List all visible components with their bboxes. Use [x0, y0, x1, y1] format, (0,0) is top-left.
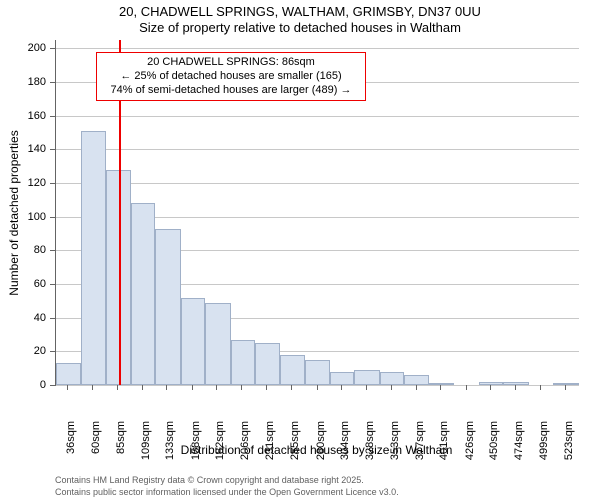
- bar: [354, 370, 380, 385]
- x-axis-label: Distribution of detached houses by size …: [181, 443, 453, 457]
- ytick-mark: [50, 318, 55, 319]
- ytick-label: 20: [0, 345, 46, 357]
- ytick-mark: [50, 149, 55, 150]
- y-axis-label: Number of detached properties: [7, 130, 21, 295]
- bar: [205, 303, 231, 385]
- bar: [56, 363, 81, 385]
- annotation-line2: ← 25% of detached houses are smaller (16…: [103, 70, 359, 84]
- xtick-label: 133sqm: [164, 421, 176, 471]
- annotation-line1: 20 CHADWELL SPRINGS: 86sqm: [103, 56, 359, 70]
- xtick-mark: [117, 385, 118, 390]
- credit-line1: Contains HM Land Registry data © Crown c…: [55, 475, 364, 485]
- xtick-mark: [317, 385, 318, 390]
- gridline: [56, 385, 579, 386]
- plot-area: 20 CHADWELL SPRINGS: 86sqm ← 25% of deta…: [55, 40, 579, 386]
- ytick-mark: [50, 351, 55, 352]
- xtick-label: 36sqm: [65, 421, 77, 471]
- xtick-mark: [216, 385, 217, 390]
- xtick-mark: [391, 385, 392, 390]
- chart-title-line1: 20, CHADWELL SPRINGS, WALTHAM, GRIMSBY, …: [0, 4, 600, 19]
- bar: [231, 340, 256, 385]
- gridline: [56, 149, 579, 150]
- bar: [553, 383, 579, 385]
- xtick-label: 85sqm: [115, 421, 127, 471]
- credit-line2: Contains public sector information licen…: [55, 487, 399, 497]
- xtick-mark: [490, 385, 491, 390]
- ytick-mark: [50, 250, 55, 251]
- bar: [280, 355, 306, 385]
- ytick-label: 200: [0, 42, 46, 54]
- xtick-mark: [266, 385, 267, 390]
- bar: [330, 372, 355, 385]
- xtick-mark: [166, 385, 167, 390]
- ytick-mark: [50, 183, 55, 184]
- xtick-mark: [192, 385, 193, 390]
- bar: [155, 229, 181, 386]
- xtick-label: 426sqm: [464, 421, 476, 471]
- bar: [181, 298, 206, 386]
- xtick-label: 60sqm: [90, 421, 102, 471]
- xtick-mark: [440, 385, 441, 390]
- ytick-mark: [50, 284, 55, 285]
- xtick-mark: [142, 385, 143, 390]
- ytick-label: 160: [0, 110, 46, 122]
- gridline: [56, 116, 579, 117]
- xtick-mark: [241, 385, 242, 390]
- ytick-label: 40: [0, 312, 46, 324]
- xtick-mark: [515, 385, 516, 390]
- xtick-mark: [92, 385, 93, 390]
- gridline: [56, 48, 579, 49]
- xtick-label: 474sqm: [513, 421, 525, 471]
- bar: [81, 131, 107, 385]
- chart-canvas: 20, CHADWELL SPRINGS, WALTHAM, GRIMSBY, …: [0, 0, 600, 500]
- xtick-mark: [540, 385, 541, 390]
- xtick-label: 499sqm: [538, 421, 550, 471]
- xtick-label: 523sqm: [563, 421, 575, 471]
- bar: [106, 170, 131, 385]
- ytick-mark: [50, 116, 55, 117]
- bar: [380, 372, 405, 385]
- xtick-label: 109sqm: [140, 421, 152, 471]
- ytick-label: 0: [0, 379, 46, 391]
- xtick-mark: [466, 385, 467, 390]
- ytick-mark: [50, 385, 55, 386]
- ytick-mark: [50, 48, 55, 49]
- ytick-mark: [50, 217, 55, 218]
- bar: [305, 360, 330, 385]
- xtick-mark: [67, 385, 68, 390]
- xtick-mark: [366, 385, 367, 390]
- xtick-mark: [565, 385, 566, 390]
- xtick-mark: [416, 385, 417, 390]
- ytick-label: 180: [0, 76, 46, 88]
- bar: [503, 382, 529, 385]
- ytick-mark: [50, 82, 55, 83]
- chart-title-line2: Size of property relative to detached ho…: [0, 20, 600, 35]
- bar: [479, 382, 504, 385]
- annotation-line3: 74% of semi-detached houses are larger (…: [103, 84, 359, 98]
- bar: [131, 203, 156, 385]
- gridline: [56, 183, 579, 184]
- annotation-box: 20 CHADWELL SPRINGS: 86sqm ← 25% of deta…: [96, 52, 366, 101]
- bar: [404, 375, 429, 385]
- xtick-mark: [291, 385, 292, 390]
- bar: [429, 383, 455, 385]
- bar: [255, 343, 280, 385]
- xtick-mark: [341, 385, 342, 390]
- xtick-label: 450sqm: [488, 421, 500, 471]
